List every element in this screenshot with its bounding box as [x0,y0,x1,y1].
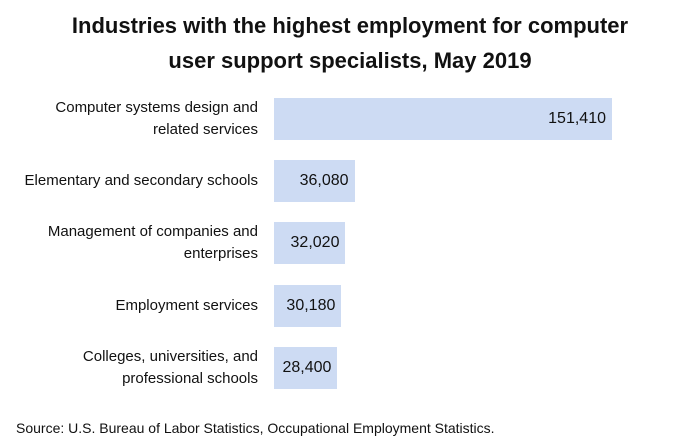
bar [274,346,338,389]
source-note: Source: U.S. Bureau of Labor Statistics,… [16,420,495,436]
value-label: 32,020 [290,234,340,252]
category-label: Management of companies and enterprises [47,223,258,263]
category-label: Elementary and secondary schools [24,172,258,190]
category-label: Colleges, universities, and professional… [82,347,258,387]
category-label: Employment services [115,296,258,314]
value-label: 30,180 [286,296,336,314]
bar [274,160,355,203]
value-label: 28,400 [282,358,332,376]
bar [274,284,342,327]
value-label: 36,080 [299,172,349,190]
category-label: Computer systems design and related serv… [55,99,258,138]
chart-title: Industries with the highest employment f… [71,13,629,73]
value-label: 151,410 [548,110,606,127]
bar [274,98,612,140]
bar [274,222,346,265]
